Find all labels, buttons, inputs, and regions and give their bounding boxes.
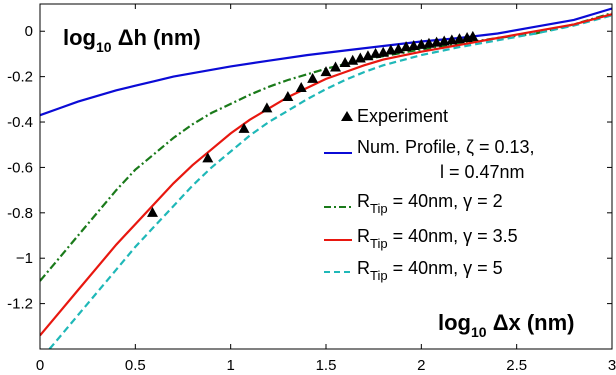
experiment-point bbox=[146, 206, 158, 217]
experiment-point bbox=[467, 30, 479, 41]
experiment-point bbox=[453, 33, 465, 44]
experiment-point bbox=[330, 61, 342, 72]
series-line-1 bbox=[40, 7, 612, 117]
experiment-point bbox=[261, 102, 273, 113]
experiment-point bbox=[282, 91, 294, 102]
y-tick-label: 0 bbox=[25, 23, 33, 40]
experiment-point bbox=[423, 37, 435, 48]
legend: Experiment Num. Profile, ζ = 0.13, l = 0… bbox=[324, 106, 535, 283]
axis-ticks: 0 0.5 1 1.5 2 2.5 3 0 -0.2 -0.4 -0.6 -0.8 −1 -1.2 bbox=[7, 4, 616, 374]
experiment-point bbox=[307, 72, 319, 83]
y-tick-label: -0.6 bbox=[7, 159, 33, 176]
x-tick-label: 0 bbox=[36, 357, 44, 374]
legend-label-num-profile-line2: l = 0.47nm bbox=[440, 162, 525, 182]
plot-frame bbox=[39, 3, 613, 350]
experiment-point bbox=[238, 122, 250, 133]
y-tick-label: -0.2 bbox=[7, 69, 33, 86]
series-group bbox=[40, 7, 612, 349]
series-line-3 bbox=[40, 13, 612, 337]
x-tick-label: 2.5 bbox=[506, 357, 527, 374]
experiment-point bbox=[415, 38, 427, 49]
y-axis-label: log10 Δh (nm) bbox=[63, 25, 201, 55]
experiment-point bbox=[385, 44, 397, 55]
experiment-point bbox=[446, 34, 458, 45]
y-tick-label: -1.2 bbox=[7, 296, 33, 313]
x-axis-label: log10 Δx (nm) bbox=[438, 310, 575, 340]
legend-label-gamma-3-5: RTip = 40nm, γ = 3.5 bbox=[357, 226, 518, 251]
experiment-point bbox=[202, 152, 214, 163]
experiment-point bbox=[370, 47, 382, 58]
legend-label-num-profile: Num. Profile, ζ = 0.13, bbox=[357, 137, 535, 157]
experiment-point bbox=[295, 81, 307, 92]
y-tick-label: -0.8 bbox=[7, 205, 33, 222]
legend-label-gamma-5: RTip = 40nm, γ = 5 bbox=[357, 258, 503, 283]
x-tick-label: 1 bbox=[226, 357, 234, 374]
x-tick-label: 3 bbox=[608, 357, 616, 374]
plot-area bbox=[40, 7, 612, 349]
experiment-point bbox=[438, 35, 450, 46]
series-line-2 bbox=[40, 12, 612, 282]
series-line-4 bbox=[48, 14, 612, 349]
experiment-point bbox=[431, 36, 443, 47]
x-tick-label: 0.5 bbox=[125, 357, 146, 374]
experiment-point bbox=[400, 41, 412, 52]
x-tick-label: 1.5 bbox=[316, 357, 337, 374]
legend-label-experiment: Experiment bbox=[357, 106, 448, 126]
x-tick-label: 2 bbox=[417, 357, 425, 374]
legend-marker-experiment bbox=[341, 111, 353, 121]
y-tick-label: -0.4 bbox=[7, 114, 33, 131]
y-tick-label: −1 bbox=[16, 250, 33, 267]
experiment-point bbox=[408, 39, 420, 50]
legend-label-gamma-2: RTip = 40nm, γ = 2 bbox=[357, 191, 503, 216]
experiment-point bbox=[320, 66, 332, 77]
